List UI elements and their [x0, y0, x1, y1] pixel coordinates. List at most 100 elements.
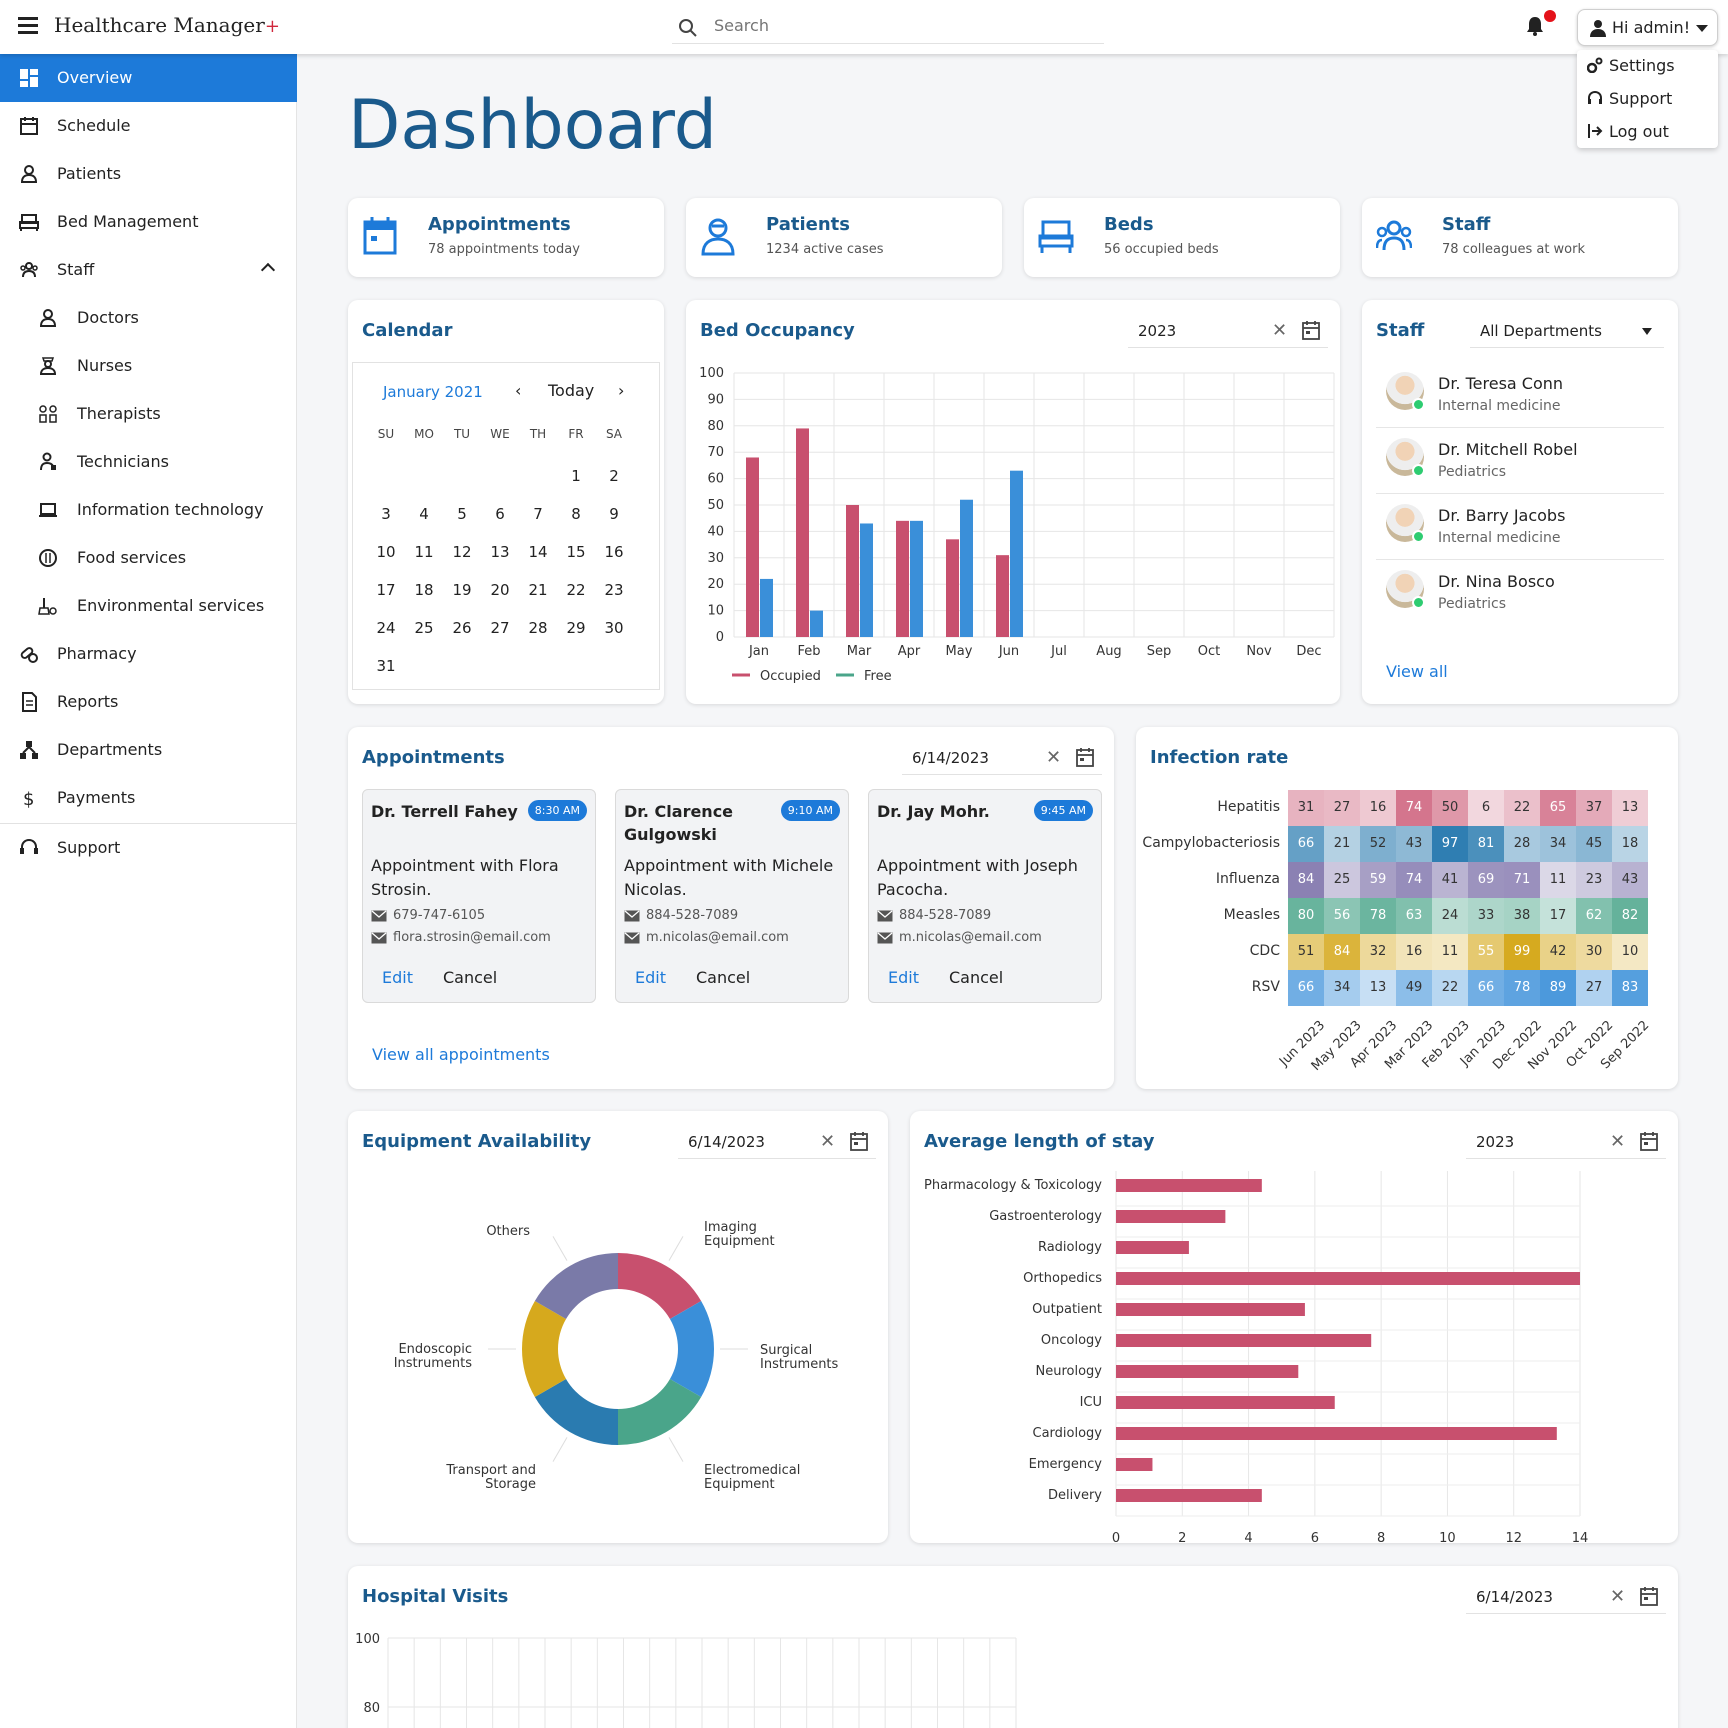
- cancel-button[interactable]: Cancel: [696, 968, 751, 987]
- donut-slice[interactable]: [669, 1301, 714, 1397]
- stay-bar[interactable]: [1116, 1179, 1262, 1192]
- calendar-icon[interactable]: [850, 1131, 868, 1151]
- today-button[interactable]: Today: [548, 381, 595, 400]
- bar-free[interactable]: [860, 523, 873, 637]
- date-field[interactable]: 6/14/2023 ✕: [902, 741, 1102, 775]
- calendar-day[interactable]: 30: [604, 619, 624, 637]
- calendar-day[interactable]: 16: [604, 543, 624, 561]
- calendar-day[interactable]: 6: [495, 505, 505, 523]
- clear-icon[interactable]: ✕: [820, 1131, 836, 1152]
- appointment-card[interactable]: Dr. Clarence Gulgowski 9:10 AM Appointment…: [615, 789, 849, 1003]
- bar-occupied[interactable]: [846, 505, 859, 637]
- bar-free[interactable]: [910, 520, 923, 637]
- appointment-card[interactable]: Dr. Terrell Fahey 8:30 AM Appointment with…: [362, 789, 596, 1003]
- calendar-day[interactable]: 13: [490, 543, 510, 561]
- calendar-day[interactable]: 25: [414, 619, 434, 637]
- stay-bar[interactable]: [1116, 1427, 1557, 1440]
- calendar-day[interactable]: 2: [609, 467, 619, 485]
- stay-bar[interactable]: [1116, 1489, 1262, 1502]
- stay-bar[interactable]: [1116, 1303, 1305, 1316]
- calendar-day[interactable]: 28: [528, 619, 548, 637]
- bar-free[interactable]: [960, 499, 973, 637]
- calendar-day[interactable]: 26: [452, 619, 472, 637]
- edit-button[interactable]: Edit: [382, 968, 413, 987]
- donut-slice[interactable]: [522, 1301, 567, 1397]
- staff-list-item[interactable]: Dr. Teresa Conn Internal medicine: [1376, 362, 1664, 428]
- calendar-day[interactable]: 21: [528, 581, 548, 599]
- calendar-day[interactable]: 27: [490, 619, 510, 637]
- sidebar-item-overview[interactable]: Overview: [0, 54, 297, 102]
- clear-icon[interactable]: ✕: [1272, 320, 1288, 341]
- cancel-button[interactable]: Cancel: [443, 968, 498, 987]
- stay-bar[interactable]: [1116, 1334, 1372, 1347]
- calendar-day[interactable]: 10: [376, 543, 396, 561]
- year-field[interactable]: 2023 ✕: [1466, 1125, 1666, 1159]
- calendar-day[interactable]: 19: [452, 581, 472, 599]
- summary-card-staff[interactable]: Staff 78 colleagues at work: [1362, 198, 1678, 277]
- calendar-day[interactable]: 14: [528, 543, 548, 561]
- stay-bar[interactable]: [1116, 1241, 1189, 1254]
- stay-bar[interactable]: [1116, 1365, 1299, 1378]
- calendar-day[interactable]: 7: [533, 505, 543, 523]
- calendar-day[interactable]: 22: [566, 581, 586, 599]
- sidebar-item-information-technology[interactable]: Information technology: [0, 486, 297, 534]
- appointment-card[interactable]: Dr. Jay Mohr. 9:45 AM Appointment with Jos…: [868, 789, 1102, 1003]
- sidebar-item-staff[interactable]: Staff: [0, 246, 297, 294]
- staff-list-item[interactable]: Dr. Barry Jacobs Internal medicine: [1376, 494, 1664, 560]
- sidebar-item-pharmacy[interactable]: Pharmacy: [0, 630, 297, 678]
- edit-button[interactable]: Edit: [635, 968, 666, 987]
- bar-occupied[interactable]: [946, 539, 959, 637]
- calendar-icon[interactable]: [1076, 747, 1094, 767]
- calendar-day[interactable]: 20: [490, 581, 510, 599]
- stay-bar[interactable]: [1116, 1396, 1335, 1409]
- year-field[interactable]: 2023 ✕: [1128, 314, 1328, 348]
- sidebar-item-environmental-services[interactable]: Environmental services: [0, 582, 297, 630]
- search-input[interactable]: [714, 16, 1094, 35]
- calendar-day[interactable]: 11: [414, 543, 434, 561]
- sidebar-item-doctors[interactable]: Doctors: [0, 294, 297, 342]
- bar-occupied[interactable]: [796, 428, 809, 637]
- calendar-day[interactable]: 9: [609, 505, 619, 523]
- sidebar-item-therapists[interactable]: Therapists: [0, 390, 297, 438]
- bar-free[interactable]: [810, 610, 823, 637]
- bar-occupied[interactable]: [896, 520, 909, 637]
- cancel-button[interactable]: Cancel: [949, 968, 1004, 987]
- bar-occupied[interactable]: [996, 555, 1009, 637]
- sidebar-item-payments[interactable]: $ Payments: [0, 774, 297, 822]
- donut-slice[interactable]: [618, 1379, 702, 1445]
- menu-item-settings[interactable]: Settings: [1587, 51, 1675, 79]
- bar-occupied[interactable]: [746, 457, 759, 637]
- calendar-day[interactable]: 29: [566, 619, 586, 637]
- calendar-day[interactable]: 5: [457, 505, 467, 523]
- calendar-icon[interactable]: [1640, 1586, 1658, 1606]
- calendar-month[interactable]: January 2021: [383, 383, 483, 401]
- calendar-day[interactable]: 8: [571, 505, 581, 523]
- edit-button[interactable]: Edit: [888, 968, 919, 987]
- calendar-day[interactable]: 1: [571, 467, 581, 485]
- date-field[interactable]: 6/14/2023 ✕: [1466, 1580, 1666, 1614]
- summary-card-appointments[interactable]: Appointments 78 appointments today: [348, 198, 664, 277]
- sidebar-item-reports[interactable]: Reports: [0, 678, 297, 726]
- staff-list-item[interactable]: Dr. Nina Bosco Pediatrics: [1376, 560, 1664, 626]
- bar-free[interactable]: [760, 578, 773, 637]
- donut-slice[interactable]: [534, 1379, 618, 1445]
- sidebar-item-food-services[interactable]: Food services: [0, 534, 297, 582]
- menu-item-logout[interactable]: Log out: [1587, 117, 1669, 145]
- calendar-day[interactable]: 24: [376, 619, 396, 637]
- chevron-right-icon[interactable]: ›: [618, 381, 625, 400]
- calendar-day[interactable]: 31: [376, 657, 396, 675]
- sidebar-item-bed-management[interactable]: Bed Management: [0, 198, 297, 246]
- chevron-left-icon[interactable]: ‹: [515, 381, 522, 400]
- summary-card-beds[interactable]: Beds 56 occupied beds: [1024, 198, 1340, 277]
- sidebar-item-schedule[interactable]: Schedule: [0, 102, 297, 150]
- stay-bar[interactable]: [1116, 1458, 1153, 1471]
- legend-label[interactable]: Free: [864, 669, 892, 684]
- sidebar-item-patients[interactable]: Patients: [0, 150, 297, 198]
- bar-free[interactable]: [1010, 470, 1023, 637]
- calendar-day[interactable]: 18: [414, 581, 434, 599]
- sidebar-item-departments[interactable]: Departments: [0, 726, 297, 774]
- clear-icon[interactable]: ✕: [1046, 747, 1062, 768]
- stay-bar[interactable]: [1116, 1210, 1226, 1223]
- calendar-icon[interactable]: [1302, 320, 1320, 340]
- bell-icon[interactable]: [1526, 16, 1544, 36]
